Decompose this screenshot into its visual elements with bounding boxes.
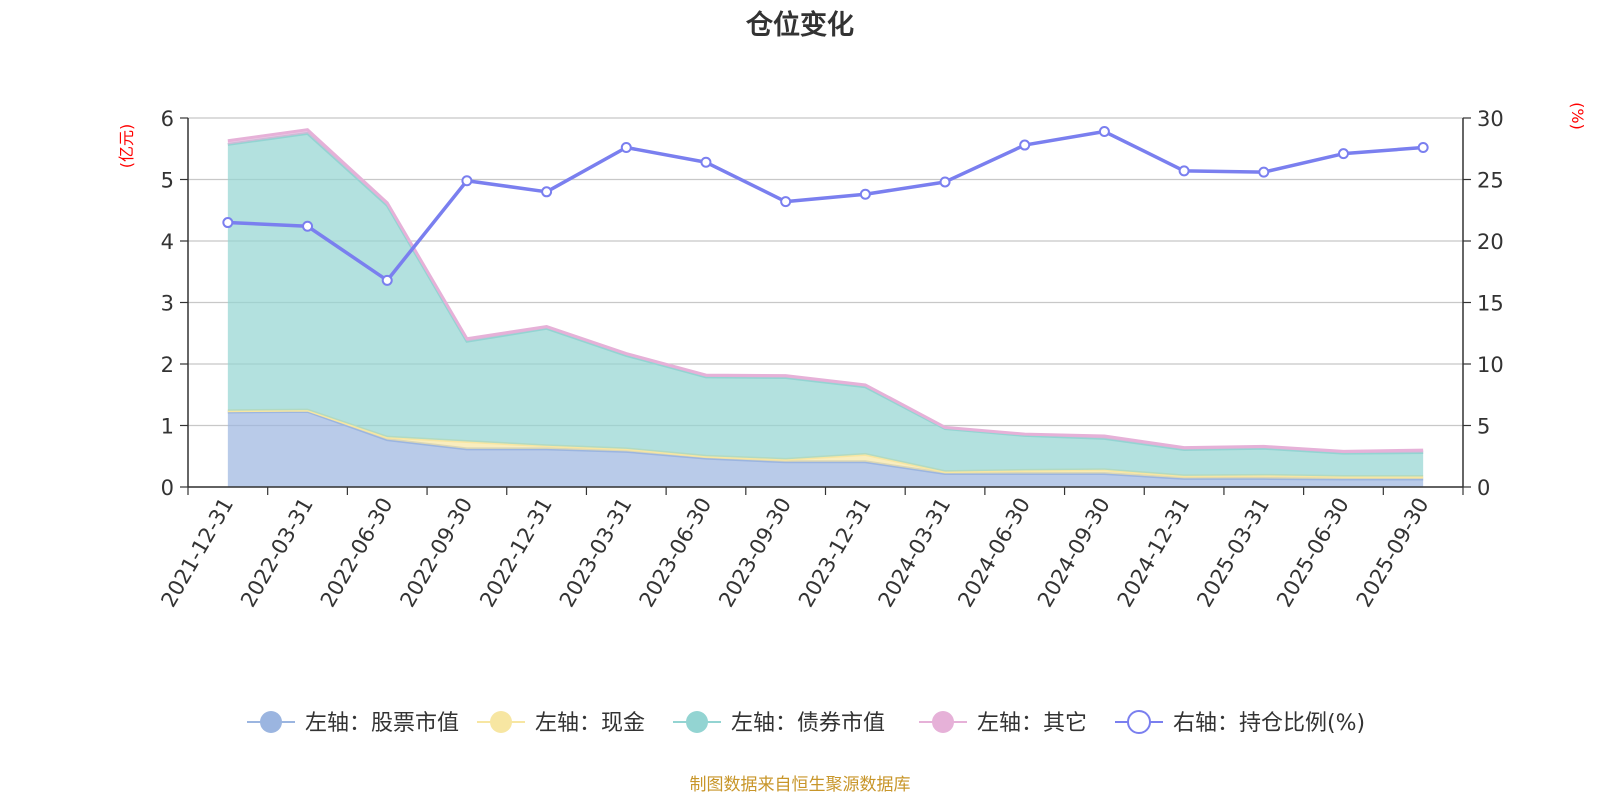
legend-marker: [932, 711, 954, 733]
ratio-point: [1417, 142, 1429, 154]
legend-marker: [1127, 710, 1151, 734]
right-axis-tick-label: 15: [1477, 292, 1504, 316]
ratio-point: [1019, 139, 1031, 151]
left-axis-unit: (亿元): [117, 124, 136, 169]
right-axis-tick-label: 20: [1477, 230, 1504, 254]
legend-marker: [490, 711, 512, 733]
area-左轴：现金: [227, 410, 1424, 480]
left-axis-tick-label: 2: [161, 353, 174, 377]
x-axis-label: 2024-09-30: [1033, 494, 1115, 612]
left-axis-tick-label: 6: [161, 107, 174, 131]
legend-label: 右轴：持仓比例(%): [1173, 711, 1365, 736]
ratio-point: [302, 220, 314, 232]
ratio-point: [1258, 166, 1270, 178]
left-axis-tick-label: 1: [161, 415, 174, 439]
ratio-point: [461, 175, 473, 187]
x-axis-label: 2024-12-31: [1113, 494, 1195, 612]
x-axis-label: 2022-09-30: [395, 494, 477, 612]
x-axis-label: 2023-03-31: [555, 494, 637, 612]
area-左轴：股票市值: [227, 411, 1424, 487]
ratio-point: [620, 142, 632, 154]
legend-marker: [686, 711, 708, 733]
ratio-point: [780, 196, 792, 208]
ratio-line: [222, 126, 1429, 286]
ratio-point: [700, 156, 712, 168]
legend-label: 左轴：股票市值: [305, 711, 459, 736]
area-edge-左轴：其它: [227, 128, 1424, 453]
legend-label: 左轴：现金: [535, 711, 645, 736]
right-axis-tick-label: 25: [1477, 169, 1504, 193]
chart-title: 仓位变化: [745, 9, 854, 41]
x-axis-label: 2022-06-30: [316, 494, 398, 612]
x-axis-label: 2022-12-31: [475, 494, 557, 612]
ratio-point: [1098, 126, 1110, 138]
x-axis-label: 2023-06-30: [634, 494, 716, 612]
legend-label: 左轴：债券市值: [731, 711, 885, 736]
right-axis-tick-label: 5: [1477, 415, 1490, 439]
legend-label: 左轴：其它: [977, 711, 1087, 736]
ratio-point: [939, 176, 951, 188]
right-axis-tick-label: 0: [1477, 476, 1490, 500]
x-axis-label: 2024-03-31: [874, 494, 956, 612]
left-axis-tick-label: 4: [161, 230, 174, 254]
ratio-point: [222, 217, 234, 229]
x-axis-label: 2024-06-30: [953, 494, 1035, 612]
ratio-line-path: [227, 129, 1424, 283]
ratio-point: [541, 186, 553, 198]
right-axis-tick-label: 10: [1477, 353, 1504, 377]
x-axis-label: 2021-12-31: [156, 494, 238, 612]
left-axis-tick-label: 5: [161, 169, 174, 193]
right-axis-unit: (%): [1568, 102, 1587, 130]
left-axis-tick-label: 0: [161, 476, 174, 500]
ratio-point: [859, 188, 871, 200]
x-axis-label: 2022-03-31: [236, 494, 318, 612]
left-axis-tick-label: 3: [161, 292, 174, 316]
legend-marker: [260, 711, 282, 733]
x-axis-label: 2023-12-31: [794, 494, 876, 612]
ratio-point: [381, 274, 393, 286]
ratio-point: [1337, 148, 1349, 160]
x-axis-label: 2025-09-30: [1352, 494, 1434, 612]
data-source-note: 制图数据来自恒生聚源数据库: [690, 775, 911, 795]
area-左轴：债券市值: [227, 133, 1424, 477]
stacked-areas: [227, 128, 1424, 487]
ratio-point: [1178, 165, 1190, 177]
legend: 左轴：股票市值 左轴：现金 左轴：债券市值 左轴：其它 右轴：持仓比例(%): [247, 710, 1365, 736]
x-axis-label: 2023-09-30: [714, 494, 796, 612]
x-axis-label: 2025-03-31: [1192, 494, 1274, 612]
right-axis-tick-label: 30: [1477, 107, 1504, 131]
x-axis-label: 2025-06-30: [1272, 494, 1354, 612]
